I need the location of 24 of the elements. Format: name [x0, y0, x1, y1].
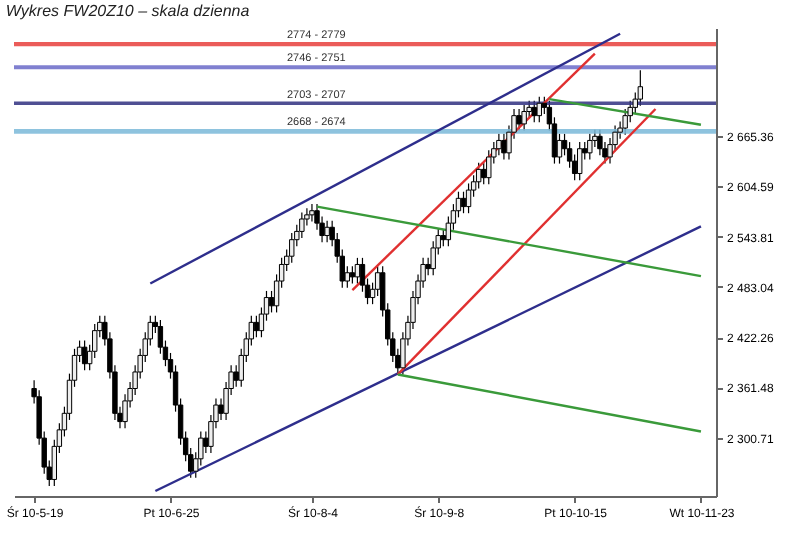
candlestick	[289, 232, 295, 264]
candlestick	[475, 162, 482, 190]
candlestick	[531, 100, 537, 123]
candlestick	[465, 182, 472, 214]
candlestick	[597, 129, 603, 156]
candlestick	[637, 69, 644, 107]
candlestick	[602, 141, 608, 165]
candlestick	[577, 141, 583, 181]
candlestick	[536, 96, 542, 123]
candlestick	[496, 133, 502, 156]
candlestick	[521, 104, 527, 132]
candlestick	[354, 257, 361, 285]
candlestick	[460, 191, 467, 214]
candlestick	[486, 149, 492, 185]
candlestick	[324, 220, 330, 243]
candlestick	[501, 133, 507, 161]
candlestick	[309, 203, 315, 223]
candlestick	[481, 162, 487, 185]
chart-title: Wykres FW20Z10 – skala dzienna	[5, 2, 251, 20]
candlestick	[253, 315, 260, 338]
candlestick	[587, 133, 593, 161]
candlestick	[81, 339, 88, 371]
candlestick	[299, 211, 305, 239]
candlestick	[622, 108, 628, 136]
